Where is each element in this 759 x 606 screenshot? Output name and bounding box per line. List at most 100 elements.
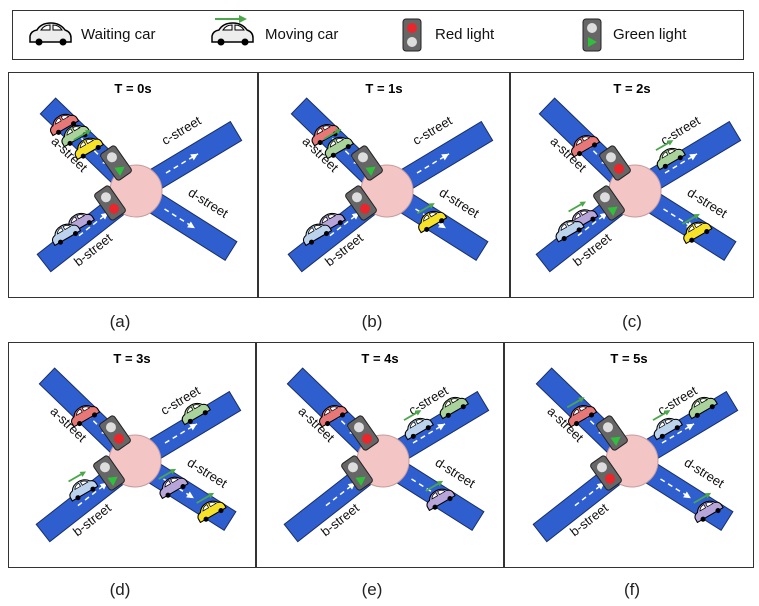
b-street-signal — [593, 185, 625, 221]
a-street-signal — [99, 415, 131, 451]
legend-red-light-label: Red light — [435, 26, 495, 43]
flow-arrowhead — [438, 221, 446, 229]
waiting-car-green — [688, 396, 719, 420]
waiting-car-red — [49, 113, 80, 137]
motion-arrow — [693, 492, 712, 504]
panel-title: T = 3s — [113, 351, 151, 366]
waiting-car-icon — [29, 22, 72, 46]
a-street-signal — [599, 145, 631, 181]
flow-arrowhead — [437, 423, 445, 431]
b-street-signal — [341, 455, 373, 491]
flow-arrowhead — [683, 491, 691, 499]
waiting-car-blue — [51, 223, 82, 247]
flow-arrowhead — [689, 153, 697, 161]
motion-arrow — [652, 410, 671, 421]
panel-a: T = 0s a-street b-street c-street d-street — [8, 72, 258, 298]
caption-f: (f) — [623, 580, 641, 599]
flow-arrowhead — [189, 423, 197, 431]
motion-arrow — [425, 480, 444, 492]
flow-arrow — [327, 407, 358, 437]
flow-arrowhead — [686, 423, 694, 431]
a-street-signal — [351, 145, 383, 181]
panel-e: T = 4s a-street b-street c-street d-street — [256, 342, 504, 568]
moving-car-blue — [652, 410, 684, 441]
waiting-car-blue — [302, 223, 333, 247]
waiting-car-red — [70, 405, 101, 428]
motion-arrow — [655, 140, 674, 151]
legend-waiting-car-label: Waiting car — [81, 26, 156, 43]
flow-arrow — [579, 137, 610, 167]
moving-car-yellow — [73, 129, 104, 161]
caption-a: (a) — [109, 312, 131, 331]
panel-title: T = 5s — [610, 351, 648, 366]
flow-arrow — [79, 407, 110, 437]
panel-title: T = 0s — [114, 81, 152, 96]
panel-b: T = 1s a-street b-street c-street d-street — [258, 72, 510, 298]
motion-arrow — [323, 128, 342, 140]
panel-d: T = 3s a-street b-street c-street d-street — [8, 342, 256, 568]
legend-moving-car-label: Moving car — [265, 26, 339, 43]
caption-e: (e) — [361, 580, 383, 599]
a-street-signal — [347, 415, 379, 451]
panel-f: T = 5s a-street b-street c-street d-street — [504, 342, 754, 568]
moving-car-yellow — [196, 492, 227, 524]
waiting-car-blue — [555, 220, 585, 243]
motion-arrow — [681, 213, 700, 225]
red-light-icon — [402, 18, 422, 52]
caption-c: (c) — [622, 312, 642, 331]
b-street-signal — [93, 455, 125, 491]
a-street-signal — [596, 415, 628, 451]
motion-arrow — [568, 201, 587, 213]
b-street-signal — [345, 185, 377, 221]
moving-car-green — [323, 128, 355, 160]
green-light-icon — [582, 18, 602, 52]
flow-arrow — [331, 137, 362, 167]
legend-green-light-label: Green light — [613, 26, 687, 43]
flow-arrowhead — [186, 491, 194, 499]
waiting-car-green — [181, 402, 212, 426]
waiting-car-red — [318, 405, 349, 428]
motion-arrow — [566, 397, 585, 409]
moving-car-blue — [403, 410, 435, 441]
moving-car-icon — [211, 15, 254, 46]
waiting-car-red — [570, 135, 601, 158]
motion-arrow — [416, 203, 435, 214]
moving-car-green — [655, 140, 687, 171]
motion-arrow — [158, 468, 177, 480]
b-street-signal — [590, 455, 622, 491]
flow-arrowhead — [187, 221, 195, 229]
legend: Waiting car Moving car Red light Green l… — [12, 10, 744, 60]
moving-car-yellow — [416, 203, 448, 234]
waiting-car-red — [311, 124, 341, 147]
caption-d: (d) — [109, 580, 131, 599]
flow-arrowhead — [441, 153, 449, 161]
panel-title: T = 1s — [365, 81, 403, 96]
motion-arrow — [403, 410, 422, 421]
moving-car-red — [566, 397, 598, 428]
moving-car-purple — [693, 492, 724, 524]
caption-b: (b) — [361, 312, 383, 331]
motion-arrow — [68, 471, 87, 483]
waiting-car-green — [439, 396, 470, 420]
flow-arrow — [80, 137, 111, 167]
panel-title: T = 2s — [613, 81, 651, 96]
flow-arrow — [576, 407, 607, 437]
moving-car-purple — [425, 480, 456, 512]
motion-arrow — [196, 492, 215, 504]
waiting-car-green — [61, 124, 91, 148]
moving-car-blue — [68, 471, 99, 502]
panel-title: T = 4s — [361, 351, 399, 366]
b-street-signal — [94, 185, 126, 221]
moving-car-purple — [158, 468, 189, 500]
flow-arrowhead — [190, 153, 198, 161]
a-street-signal — [100, 145, 132, 181]
moving-car-yellow — [681, 213, 713, 245]
motion-arrow — [73, 129, 92, 141]
panel-c: T = 2s a-street b-street c-street d-street — [510, 72, 754, 298]
